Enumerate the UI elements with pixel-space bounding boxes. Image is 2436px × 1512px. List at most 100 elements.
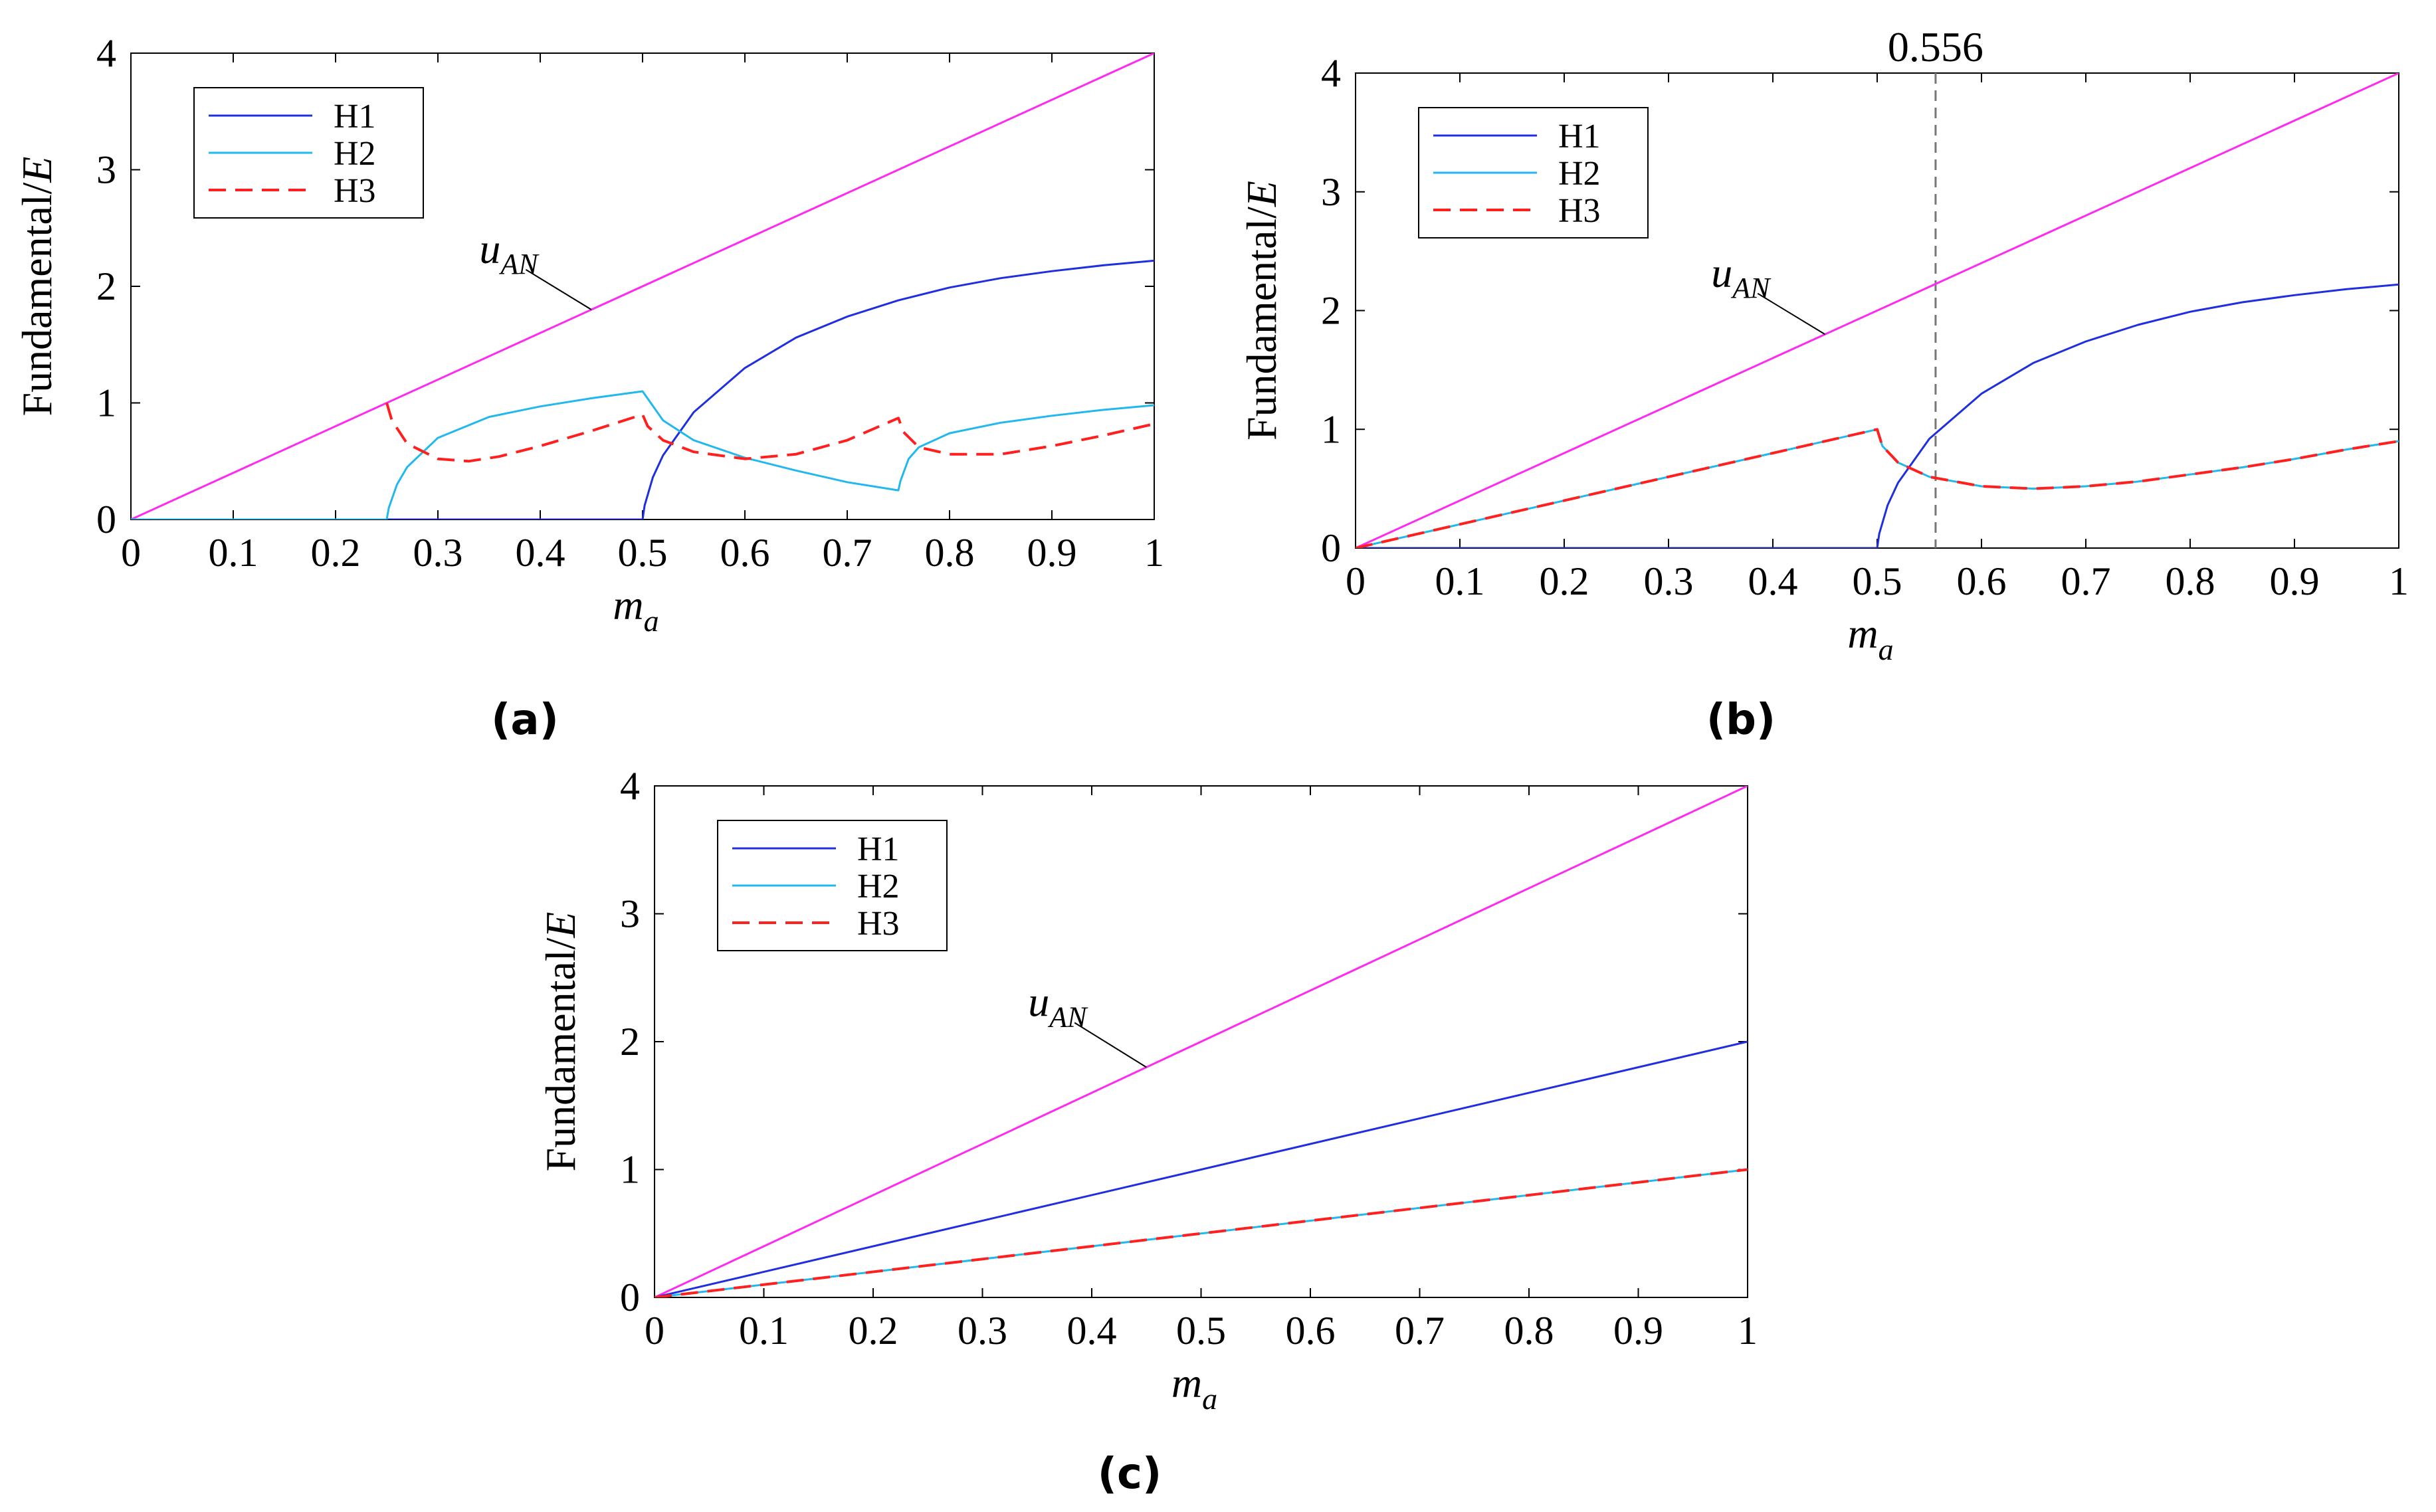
x-tick-label: 1: [1738, 1309, 1758, 1353]
legend-label-h2: H2: [1558, 155, 1601, 193]
y-axis-label-italic: E: [537, 911, 584, 938]
x-tick-label: 0.4: [1748, 559, 1798, 603]
x-axis-label-main: m: [1171, 1359, 1202, 1406]
annotation-label-main: u: [1711, 249, 1732, 296]
annotation-label-main: u: [1028, 979, 1049, 1026]
annotation-label: uAN: [479, 225, 540, 280]
y-tick-label: 1: [96, 381, 116, 425]
y-tick-label: 0: [620, 1276, 640, 1319]
legend-label-h3: H3: [1558, 192, 1601, 230]
series-line-uan: [1356, 73, 2399, 548]
legend-label-h1: H1: [857, 830, 900, 868]
y-tick-label: 0: [1321, 526, 1341, 570]
x-tick-label: 0: [645, 1309, 664, 1353]
y-tick-label: 2: [96, 264, 116, 308]
x-tick-label: 0.2: [311, 531, 361, 575]
panel-caption: (b): [1706, 696, 1776, 745]
legend-label-h2: H2: [334, 135, 376, 173]
x-tick-label: 0.7: [1395, 1309, 1445, 1353]
series-line-uan: [131, 53, 1154, 520]
y-axis-label-italic: E: [1238, 181, 1285, 207]
x-tick-label: 0.3: [958, 1309, 1007, 1353]
x-tick-label: 0.3: [413, 531, 463, 575]
x-tick-label: 0.1: [1435, 559, 1485, 603]
y-tick-label: 3: [1321, 170, 1341, 214]
x-tick-label: 0.7: [2061, 559, 2111, 603]
series-line-h2: [131, 390, 1154, 520]
x-axis-label-main: m: [1847, 610, 1878, 657]
series-line-h2: [1356, 428, 2399, 548]
annotation-leader: [1757, 292, 1826, 335]
x-tick-label: 0.8: [1504, 1309, 1554, 1353]
y-tick-label: 2: [1321, 289, 1341, 333]
y-axis-label: Fundamental/E: [1238, 181, 1285, 440]
x-tick-label: 0.5: [618, 531, 668, 575]
annotation-label-main: u: [479, 225, 500, 272]
x-tick-label: 0.7: [823, 531, 872, 575]
legend-label-h1: H1: [334, 98, 376, 136]
x-tick-label: 0.1: [739, 1309, 789, 1353]
series-line-h1: [131, 259, 1154, 520]
x-tick-label: 0.5: [1853, 559, 1902, 603]
series-line-h1: [1356, 283, 2399, 548]
x-tick-label: 0.9: [1027, 531, 1077, 575]
y-tick-label: 2: [620, 1020, 640, 1064]
annotation-label-sub: AN: [498, 248, 540, 280]
y-tick-label: 4: [620, 764, 640, 808]
series-line-h3: [655, 1168, 1748, 1297]
y-axis-label-main: Fundamental/: [13, 182, 60, 416]
x-tick-label: 0.2: [849, 1309, 898, 1353]
panel-b: 0 0.1 0.2 0.3 0.4 0.5 0.6 0.7 0.8 0.9 1 0 1 2 3 4 ma Fund…: [1238, 23, 2409, 745]
x-tick-label: 0.2: [1540, 559, 1589, 603]
x-tick-label: 0.6: [1957, 559, 2007, 603]
legend-label-h3: H3: [334, 172, 376, 210]
series-group: [655, 786, 1748, 1297]
y-axis-label-main: Fundamental/: [537, 937, 584, 1171]
x-axis-label-sub: a: [1878, 632, 1894, 666]
series-line-h3: [385, 402, 1154, 463]
annotation-label: uAN: [1028, 979, 1088, 1034]
annotation-leader: [1074, 1022, 1147, 1068]
panel-c: 0 0.1 0.2 0.3 0.4 0.5 0.6 0.7 0.8 0.9 1 0 1 2 3 4 ma Fund…: [537, 764, 1758, 1499]
series-line-h3: [1356, 428, 2399, 548]
annotation-label: uAN: [1711, 249, 1772, 304]
marker-line-label: 0.556: [1888, 23, 1983, 70]
legend-label-h2: H2: [857, 868, 900, 905]
y-tick-label: 4: [96, 31, 116, 75]
x-axis-label-main: m: [613, 581, 643, 628]
y-tick-label: 1: [1321, 407, 1341, 451]
x-tick-label: 0.5: [1176, 1309, 1226, 1353]
series-group: [1356, 73, 2399, 548]
x-tick-label: 0.6: [720, 531, 770, 575]
y-tick-label: 1: [620, 1148, 640, 1192]
x-tick-label: 1: [2389, 559, 2409, 603]
x-tick-label: 0: [121, 531, 141, 575]
x-tick-label: 0.9: [2270, 559, 2320, 603]
x-tick-label: 0.4: [1067, 1309, 1117, 1353]
annotation-label-sub: AN: [1730, 272, 1772, 304]
y-axis-label-main: Fundamental/: [1238, 207, 1285, 440]
y-axis-label-italic: E: [13, 156, 60, 183]
panel-caption: (c): [1098, 1450, 1162, 1499]
panel-a: 0 0.1 0.2 0.3 0.4 0.5 0.6 0.7 0.8 0.9 1 0 1 2 3 4 ma Fund…: [13, 31, 1164, 745]
y-axis-label: Fundamental/E: [537, 911, 584, 1171]
x-tick-label: 0.8: [2166, 559, 2215, 603]
y-tick-label: 4: [1321, 51, 1341, 95]
y-axis-label: Fundamental/E: [13, 156, 60, 416]
x-axis-label: ma: [1847, 610, 1893, 666]
series-line-uan: [655, 786, 1748, 1297]
x-tick-label: 0.9: [1613, 1309, 1663, 1353]
series-line-h1: [655, 1040, 1748, 1297]
x-axis-label-sub: a: [644, 604, 659, 638]
x-tick-label: 0.1: [209, 531, 258, 575]
annotation-leader: [525, 269, 592, 310]
annotation-label-sub: AN: [1047, 1001, 1088, 1034]
x-tick-label: 0.4: [516, 531, 565, 575]
x-tick-label: 0: [1346, 559, 1366, 603]
x-axis-label: ma: [613, 581, 659, 638]
panel-caption: (a): [491, 696, 559, 745]
x-tick-label: 1: [1144, 531, 1164, 575]
legend-label-h1: H1: [1558, 118, 1601, 155]
x-axis-label-sub: a: [1202, 1382, 1217, 1416]
